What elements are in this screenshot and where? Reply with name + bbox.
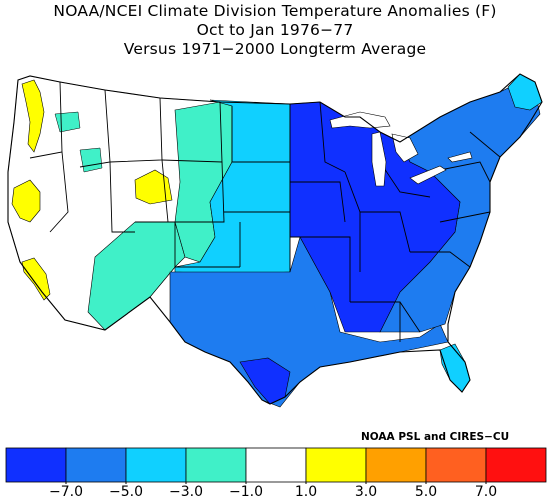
legend-swatch [365, 447, 427, 483]
legend-tick-label: 1.0 [294, 484, 318, 500]
legend-swatch [305, 447, 367, 483]
credit-text: NOAA PSL and CIRES−CU [361, 431, 510, 443]
legend-swatch [245, 447, 307, 483]
southern-california-warm-region [21, 257, 51, 301]
legend-tick-label: −5.0 [109, 484, 143, 500]
pacific-northwest-warm-region [21, 79, 45, 153]
title-line-2: Oct to Jan 1976−77 [196, 21, 354, 39]
map-title: NOAA/NCEI Climate Division Temperature A… [0, 2, 550, 59]
state-borders [29, 81, 501, 342]
legend-tick-label: −7.0 [49, 484, 83, 500]
legend-swatch [185, 447, 247, 483]
us-outline [7, 73, 543, 405]
legend-swatch [125, 447, 187, 483]
title-line-1: NOAA/NCEI Climate Division Temperature A… [53, 2, 497, 20]
northern-california-warm-region [11, 179, 41, 223]
legend-swatch [485, 447, 547, 483]
lake-superior [329, 111, 391, 129]
legend-tick-label: −3.0 [169, 484, 203, 500]
legend-tick-label: 7.0 [474, 484, 498, 500]
west-cool-spot-2 [79, 147, 103, 173]
color-legend [5, 447, 547, 484]
lake-erie [409, 165, 447, 185]
legend-swatch [65, 447, 127, 483]
legend-tick-label: −1.0 [229, 484, 263, 500]
legend-swatch [425, 447, 487, 483]
us-anomaly-map [7, 73, 543, 408]
title-line-3: Versus 1971−2000 Longterm Average [123, 40, 427, 58]
legend-tick-label: 5.0 [414, 484, 438, 500]
lake-ontario [447, 151, 473, 163]
southwest-idaho-warm-region [134, 169, 173, 205]
legend-swatch [5, 447, 67, 483]
legend-tick-label: 3.0 [354, 484, 378, 500]
